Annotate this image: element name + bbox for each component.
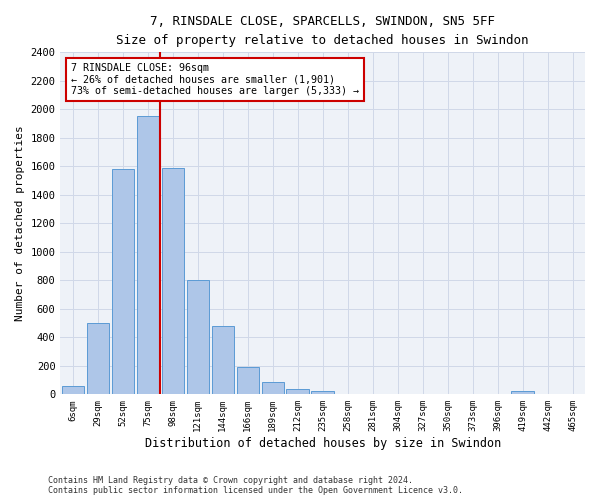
Bar	[137, 116, 159, 394]
Bar	[161, 168, 184, 394]
X-axis label: Distribution of detached houses by size in Swindon: Distribution of detached houses by size …	[145, 437, 501, 450]
Bar	[212, 326, 234, 394]
Bar	[86, 323, 109, 394]
Y-axis label: Number of detached properties: Number of detached properties	[15, 126, 25, 321]
Bar	[311, 391, 334, 394]
Text: 7 RINSDALE CLOSE: 96sqm
← 26% of detached houses are smaller (1,901)
73% of semi: 7 RINSDALE CLOSE: 96sqm ← 26% of detache…	[71, 62, 359, 96]
Bar	[511, 391, 534, 394]
Bar	[112, 169, 134, 394]
Bar	[262, 382, 284, 394]
Bar	[187, 280, 209, 394]
Text: Contains HM Land Registry data © Crown copyright and database right 2024.
Contai: Contains HM Land Registry data © Crown c…	[48, 476, 463, 495]
Bar	[62, 386, 84, 394]
Bar	[236, 366, 259, 394]
Bar	[286, 390, 309, 394]
Title: 7, RINSDALE CLOSE, SPARCELLS, SWINDON, SN5 5FF
Size of property relative to deta: 7, RINSDALE CLOSE, SPARCELLS, SWINDON, S…	[116, 15, 529, 47]
